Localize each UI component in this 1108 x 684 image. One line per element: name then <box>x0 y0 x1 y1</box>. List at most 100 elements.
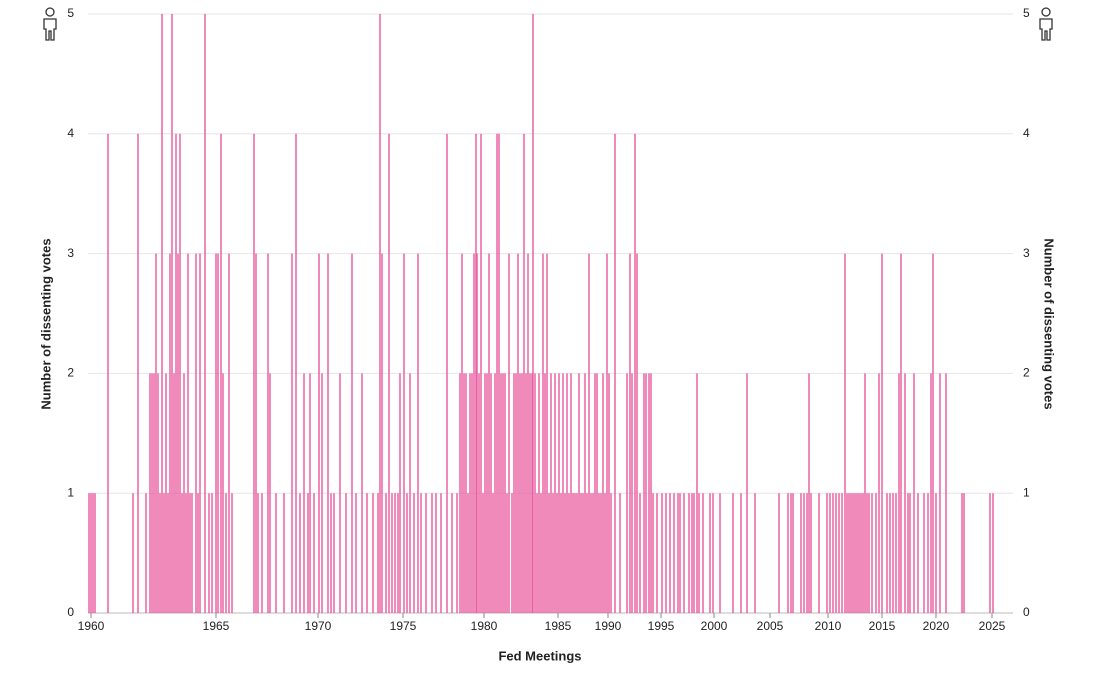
bar <box>895 493 897 613</box>
bar <box>498 133 500 614</box>
bar <box>403 253 405 613</box>
bar <box>683 493 685 613</box>
bar <box>161 14 163 613</box>
bar <box>858 493 860 613</box>
bar <box>261 493 263 613</box>
bar <box>525 373 527 613</box>
bar <box>691 493 693 613</box>
bar <box>778 493 780 613</box>
bar <box>107 133 109 614</box>
bar <box>169 253 171 613</box>
bar <box>508 253 510 613</box>
bar <box>191 493 193 613</box>
bar <box>217 253 219 613</box>
bar <box>844 253 846 613</box>
bar <box>267 253 269 613</box>
person-icon-right <box>1039 7 1053 41</box>
x-tick-label: 2005 <box>757 619 784 633</box>
bar <box>586 493 588 613</box>
bar <box>935 493 937 613</box>
bar <box>875 493 877 613</box>
bar <box>552 493 554 613</box>
y-axis-title: Number of dissenting votes <box>38 238 53 409</box>
bar <box>163 493 165 613</box>
bar <box>482 493 484 613</box>
bar <box>173 373 175 613</box>
bar <box>652 493 654 613</box>
bar <box>204 14 206 613</box>
bar <box>656 493 658 613</box>
bar <box>702 493 704 613</box>
bar <box>475 133 477 614</box>
bar <box>886 493 888 613</box>
bar <box>588 253 590 613</box>
bar <box>379 14 381 613</box>
bar <box>665 493 667 613</box>
bar <box>519 373 521 613</box>
bar <box>431 493 433 613</box>
bar <box>167 493 169 613</box>
bar <box>425 493 427 613</box>
bar <box>397 493 399 613</box>
bar <box>558 373 560 613</box>
bar <box>631 373 633 613</box>
x-tick-label: 1960 <box>78 619 105 633</box>
bar <box>255 253 257 613</box>
bar <box>478 373 480 613</box>
bar <box>698 493 700 613</box>
bar <box>417 253 419 613</box>
bar <box>568 493 570 613</box>
bar <box>570 373 572 613</box>
bar <box>151 373 153 613</box>
x-tick-label: 1990 <box>595 619 622 633</box>
bar <box>307 493 309 613</box>
bar <box>388 133 390 614</box>
bar <box>465 373 467 613</box>
bar <box>175 133 177 614</box>
x-axis-title: Fed Meetings <box>498 648 581 663</box>
bar <box>584 373 586 613</box>
bar <box>440 493 442 613</box>
bar <box>467 493 469 613</box>
bar <box>639 493 641 613</box>
x-tick-label: 1980 <box>471 619 498 633</box>
bar <box>600 493 602 613</box>
bar <box>511 493 513 613</box>
bar <box>309 373 311 613</box>
bar <box>900 253 902 613</box>
bar <box>480 133 482 614</box>
bar <box>513 373 515 613</box>
bar <box>564 493 566 613</box>
bar <box>677 493 679 613</box>
y2-axis-title: Number of dissenting votes <box>1042 238 1057 409</box>
bar <box>461 253 463 613</box>
bar <box>578 373 580 613</box>
bar <box>90 493 92 613</box>
bar <box>868 493 870 613</box>
bar <box>269 373 271 613</box>
bar <box>740 493 742 613</box>
bar <box>92 493 94 613</box>
bar <box>355 493 357 613</box>
bar <box>177 253 179 613</box>
bar <box>529 373 531 613</box>
bar <box>790 493 792 613</box>
y2-tick-label: 4 <box>1023 126 1030 140</box>
bar <box>841 493 843 613</box>
bar <box>534 373 536 613</box>
bar <box>560 493 562 613</box>
x-tick-label: 1985 <box>545 619 572 633</box>
bar <box>693 493 695 613</box>
bar <box>490 373 492 613</box>
bar <box>327 253 329 613</box>
bar <box>299 493 301 613</box>
bar <box>366 493 368 613</box>
x-tick-label: 2010 <box>815 619 842 633</box>
y-tick-label: 3 <box>67 246 74 260</box>
bar <box>810 493 812 613</box>
person-icon-left <box>43 7 57 41</box>
bar <box>829 493 831 613</box>
bar <box>303 373 305 613</box>
bar <box>800 493 802 613</box>
bar <box>871 493 873 613</box>
